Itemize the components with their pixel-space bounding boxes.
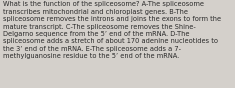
Text: What is the function of the spliceosome? A-The spliceosome
transcribes mitochond: What is the function of the spliceosome?…: [3, 1, 221, 59]
